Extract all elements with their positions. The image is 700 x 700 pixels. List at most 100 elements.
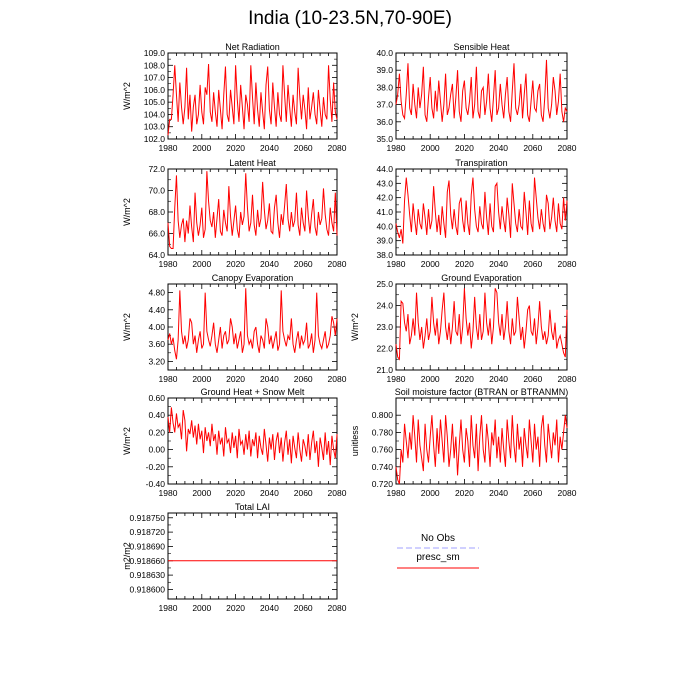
y-tick-label: 72.0: [148, 164, 165, 174]
y-tick-label: 0.918660: [130, 556, 166, 566]
panel-title: Latent Heat: [229, 158, 276, 168]
y-tick-label: 0.800: [372, 410, 394, 420]
x-tick-label: 2020: [455, 259, 474, 269]
y-tick-label: 0.918750: [130, 513, 166, 523]
y-tick-label: 42.0: [376, 193, 393, 203]
x-tick-label: 2020: [226, 374, 245, 384]
panel-title: Sensible Heat: [453, 42, 510, 52]
x-tick-label: 1980: [159, 488, 178, 498]
panel-sensible-heat: Sensible Heat 1980 2000 2020 2040 2060 2080 35.…: [376, 42, 576, 153]
x-tick-label: 1980: [387, 488, 406, 498]
x-tick-label: 2080: [328, 374, 347, 384]
y-axis-label: W/m^2: [122, 82, 132, 110]
y-tick-label: 0.918630: [130, 570, 166, 580]
y-tick-label: 39.0: [376, 236, 393, 246]
y-tick-label: 37.0: [376, 100, 393, 110]
y-axis-label: m2/m2: [122, 542, 132, 570]
x-tick-label: 2080: [328, 603, 347, 613]
panel-title: Ground Evaporation: [441, 273, 522, 283]
y-tick-label: 4.40: [148, 305, 165, 315]
series-line: [395, 415, 568, 485]
y-tick-label: 109.0: [144, 48, 166, 58]
x-tick-label: 2080: [558, 259, 577, 269]
x-tick-label: 2080: [558, 143, 577, 153]
y-tick-label: 35.0: [376, 134, 393, 144]
y-tick-label: -0.40: [146, 479, 166, 489]
x-tick-label: 2040: [489, 374, 508, 384]
x-tick-label: 1980: [159, 374, 178, 384]
x-tick-label: 2040: [260, 143, 279, 153]
plot-frame: [167, 283, 338, 371]
x-tick-label: 2040: [489, 488, 508, 498]
panel-title: Total LAI: [235, 502, 270, 512]
panel-ground-heat-snow-melt: Ground Heat + Snow Melt W/m^2 1980 2000 2020…: [122, 387, 347, 498]
x-tick-label: 2060: [294, 143, 313, 153]
y-tick-label: 104.0: [144, 109, 166, 119]
x-tick-label: 2060: [294, 488, 313, 498]
panel-title: Transpiration: [455, 158, 507, 168]
x-tick-label: 2020: [226, 259, 245, 269]
panel-total-lai: Total LAI m2/m2 1980 2000 2020 2040 2060 2080 0.…: [122, 502, 347, 613]
x-tick-label: 2080: [558, 374, 577, 384]
y-tick-label: 4.80: [148, 288, 165, 298]
x-tick-label: 1980: [387, 374, 406, 384]
y-tick-label: 38.0: [376, 250, 393, 260]
y-tick-label: 23.0: [376, 322, 393, 332]
x-tick-label: 2020: [226, 488, 245, 498]
panel-ground-evaporation: Ground Evaporation W/m^2 1980 2000 2020 2040 2…: [350, 273, 577, 384]
y-tick-label: 66.0: [148, 229, 165, 239]
y-tick-label: 0.00: [148, 445, 165, 455]
y-tick-label: 70.0: [148, 186, 165, 196]
y-tick-label: 40.0: [376, 48, 393, 58]
legend: No Obs presc_sm: [397, 533, 479, 569]
x-tick-label: 1980: [387, 143, 406, 153]
plot-frame: [167, 512, 338, 600]
x-tick-label: 2060: [294, 259, 313, 269]
x-tick-label: 2020: [226, 603, 245, 613]
y-tick-label: 21.0: [376, 365, 393, 375]
y-tick-label: 36.0: [376, 117, 393, 127]
y-tick-label: 0.740: [372, 462, 394, 472]
x-tick-label: 2020: [226, 143, 245, 153]
series-line: [167, 64, 338, 136]
panel-title: Ground Heat + Snow Melt: [201, 387, 305, 397]
y-tick-label: 3.20: [148, 356, 165, 366]
series-line: [395, 288, 568, 361]
y-tick-label: 0.918690: [130, 541, 166, 551]
x-tick-label: 2080: [558, 488, 577, 498]
legend-label: presc_sm: [416, 552, 459, 563]
page-title: India (10-23.5N,70-90E): [248, 8, 452, 29]
series-line: [395, 177, 568, 244]
x-tick-label: 2040: [260, 488, 279, 498]
y-tick-label: 41.0: [376, 207, 393, 217]
y-tick-label: 68.0: [148, 207, 165, 217]
y-tick-label: 22.0: [376, 344, 393, 354]
x-tick-label: 2060: [523, 259, 542, 269]
x-tick-label: 2000: [192, 259, 211, 269]
y-tick-label: 0.60: [148, 393, 165, 403]
y-tick-label: 0.20: [148, 427, 165, 437]
x-tick-label: 2040: [260, 259, 279, 269]
panel-title: Canopy Evaporation: [212, 273, 294, 283]
series-line: [167, 407, 338, 467]
legend-label: No Obs: [421, 533, 455, 544]
x-tick-label: 2000: [421, 143, 440, 153]
panel-latent-heat: Latent Heat W/m^2 1980 2000 2020 2040 2060 2080…: [122, 158, 347, 269]
y-tick-label: 0.918600: [130, 584, 166, 594]
y-axis-label: W/m^2: [350, 313, 360, 341]
y-tick-label: 0.720: [372, 479, 394, 489]
y-tick-label: 40.0: [376, 221, 393, 231]
panel-title: Soil moisture factor (BTRAN or BTRANMN): [395, 387, 569, 397]
y-tick-label: -0.20: [146, 462, 166, 472]
x-tick-label: 2040: [489, 259, 508, 269]
series-line: [395, 59, 568, 122]
x-tick-label: 2060: [294, 603, 313, 613]
y-tick-label: 38.0: [376, 82, 393, 92]
x-tick-label: 2020: [455, 143, 474, 153]
x-tick-label: 2000: [192, 374, 211, 384]
y-tick-label: 103.0: [144, 122, 166, 132]
y-tick-label: 0.780: [372, 427, 394, 437]
y-tick-label: 105.0: [144, 97, 166, 107]
y-tick-label: 0.760: [372, 445, 394, 455]
